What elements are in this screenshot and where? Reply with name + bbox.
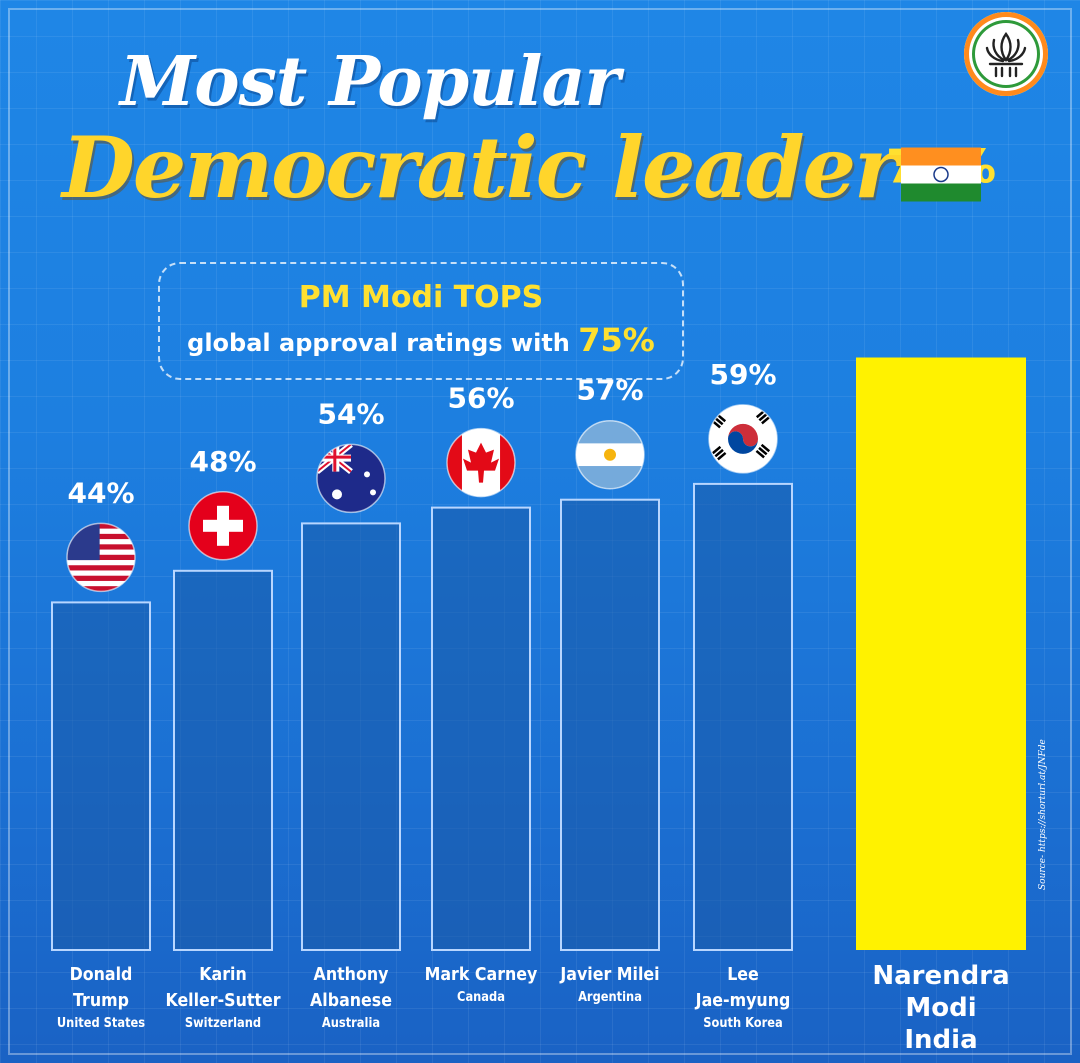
country-label: India	[904, 1025, 978, 1055]
leader-name-usa: Donald Trump United States	[35, 962, 167, 1034]
leader-name-south-korea: Lee Jae-myung South Korea	[677, 962, 809, 1034]
flag-usa-icon	[66, 522, 136, 593]
name-line-1: Mark Carney	[424, 964, 538, 985]
name-line-2: Albanese	[310, 990, 392, 1011]
name-line-1: Narendra	[872, 961, 1010, 991]
name-line-2: Modi	[905, 993, 977, 1023]
leader-name-switzerland: Karin Keller-Sutter Switzerland	[157, 962, 289, 1034]
country-label: Canada	[457, 990, 505, 1005]
flag-switzerland-icon	[188, 491, 258, 561]
country-label: United States	[56, 1016, 146, 1031]
bar-india	[856, 357, 1026, 950]
flag-south-korea-icon	[708, 404, 778, 474]
name-line-2: Trump	[72, 990, 129, 1011]
bar-south-korea	[693, 482, 793, 951]
name-line-1: Anthony	[313, 964, 389, 985]
value-label-australia: 54%	[317, 397, 384, 430]
lotus-icon	[985, 31, 1027, 78]
callout-headline: PM Modi TOPS	[298, 280, 544, 315]
country-label: Argentina	[578, 990, 642, 1005]
name-line-1: Karin	[199, 964, 247, 985]
value-label-south-korea: 59%	[709, 358, 776, 391]
flag-india-icon	[901, 147, 981, 202]
name-line-1: Lee	[727, 964, 759, 985]
name-line-1: Donald	[69, 964, 133, 985]
bar-argentina	[560, 498, 660, 951]
name-line-1: Javier Milei	[560, 964, 660, 985]
leader-name-argentina: Javier Milei Argentina	[544, 962, 676, 1008]
country-label: Switzerland	[184, 1016, 262, 1031]
callout-subline-text: global approval ratings with	[187, 329, 570, 357]
title-line-1: Most Popular	[120, 42, 620, 122]
bar-usa	[51, 601, 151, 952]
value-label-argentina: 57%	[576, 374, 643, 407]
name-line-2: Keller-Sutter	[165, 990, 281, 1011]
bar-australia	[301, 522, 401, 952]
callout-percentage: 75%	[578, 321, 655, 359]
leader-name-australia: Anthony Albanese Australia	[285, 962, 417, 1034]
flag-canada-icon	[446, 427, 516, 498]
bar-canada	[431, 506, 531, 951]
source-note: Source- https://shorturl.at/JNFde	[1038, 739, 1048, 890]
party-logo	[964, 12, 1048, 96]
flag-australia-icon	[316, 443, 386, 514]
callout-subline: global approval ratings with 75%	[160, 321, 682, 359]
leader-name-canada: Mark Carney Canada	[415, 962, 547, 1008]
name-line-2: Jae-myung	[695, 990, 791, 1011]
approval-callout: PM Modi TOPS global approval ratings wit…	[158, 262, 684, 380]
title-line-2: Democratic leader	[62, 118, 898, 217]
bar-switzerland	[173, 569, 273, 951]
flag-argentina-icon	[575, 419, 645, 490]
value-label-canada: 56%	[447, 382, 514, 415]
value-label-usa: 44%	[67, 476, 134, 509]
value-label-switzerland: 48%	[189, 445, 256, 478]
country-label: Australia	[321, 1016, 381, 1031]
leader-name-india: Narendra Modi India	[846, 960, 1036, 1056]
country-label: South Korea	[703, 1016, 783, 1031]
